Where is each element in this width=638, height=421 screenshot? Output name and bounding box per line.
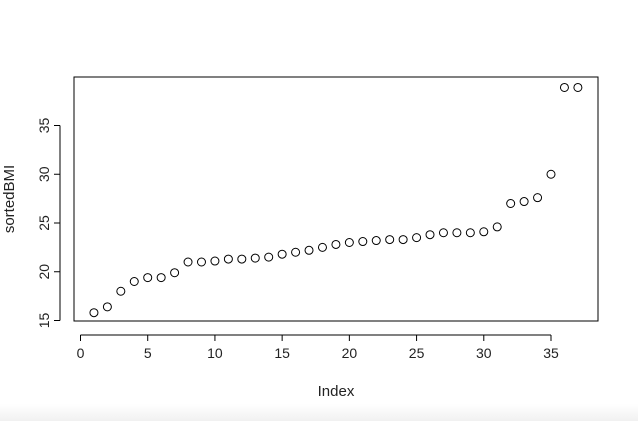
data-point xyxy=(492,222,502,232)
data-point xyxy=(89,308,99,318)
x-axis-title: Index xyxy=(318,383,355,400)
y-tick-label: 15 xyxy=(36,313,52,329)
data-point xyxy=(519,197,529,207)
x-axis: 0 5 10 15 20 25 30 35 xyxy=(77,334,559,361)
data-point xyxy=(250,253,260,263)
data-point xyxy=(452,228,462,238)
data-point xyxy=(438,228,448,238)
data-point xyxy=(129,277,139,286)
data-point xyxy=(358,237,368,247)
x-tick-label: 5 xyxy=(144,345,152,361)
data-point xyxy=(237,254,247,264)
y-tick-label: 30 xyxy=(36,166,52,182)
x-tick-label: 10 xyxy=(207,345,223,361)
y-tick-label: 25 xyxy=(36,215,52,231)
x-tick-label: 20 xyxy=(342,345,358,361)
data-point xyxy=(573,82,583,92)
data-point xyxy=(210,256,220,266)
data-point xyxy=(264,252,274,262)
data-points xyxy=(89,82,583,318)
plot-frame xyxy=(73,76,599,322)
data-point xyxy=(425,230,435,240)
data-point xyxy=(183,257,193,267)
data-point xyxy=(317,242,327,252)
data-point xyxy=(344,238,354,247)
data-point xyxy=(371,236,381,246)
data-point xyxy=(277,249,287,259)
data-point xyxy=(465,228,475,238)
y-axis-title: sortedBMI xyxy=(1,165,18,233)
data-point xyxy=(385,235,395,245)
x-tick-label: 0 xyxy=(77,345,85,361)
data-point xyxy=(533,193,543,203)
data-point xyxy=(156,273,166,283)
x-tick-label: 15 xyxy=(274,345,290,361)
data-point xyxy=(559,82,569,92)
data-point xyxy=(506,199,516,208)
data-point xyxy=(331,239,341,249)
data-point xyxy=(223,254,233,264)
data-point xyxy=(398,235,408,245)
data-point xyxy=(170,268,180,278)
x-tick-label: 35 xyxy=(543,345,559,361)
data-point xyxy=(304,245,314,255)
data-point xyxy=(546,169,556,179)
x-tick-label: 25 xyxy=(409,345,425,361)
y-tick-label: 20 xyxy=(36,264,52,280)
data-point xyxy=(412,233,422,243)
y-tick-label: 35 xyxy=(36,118,52,134)
data-point xyxy=(291,247,301,257)
data-point xyxy=(479,227,489,237)
data-point xyxy=(196,257,206,267)
y-axis: 15 20 25 30 35 xyxy=(36,118,61,329)
bottom-fade xyxy=(0,404,638,421)
x-tick-label: 30 xyxy=(476,345,492,361)
data-point xyxy=(143,273,153,283)
data-point xyxy=(102,302,112,312)
data-point xyxy=(116,286,126,296)
